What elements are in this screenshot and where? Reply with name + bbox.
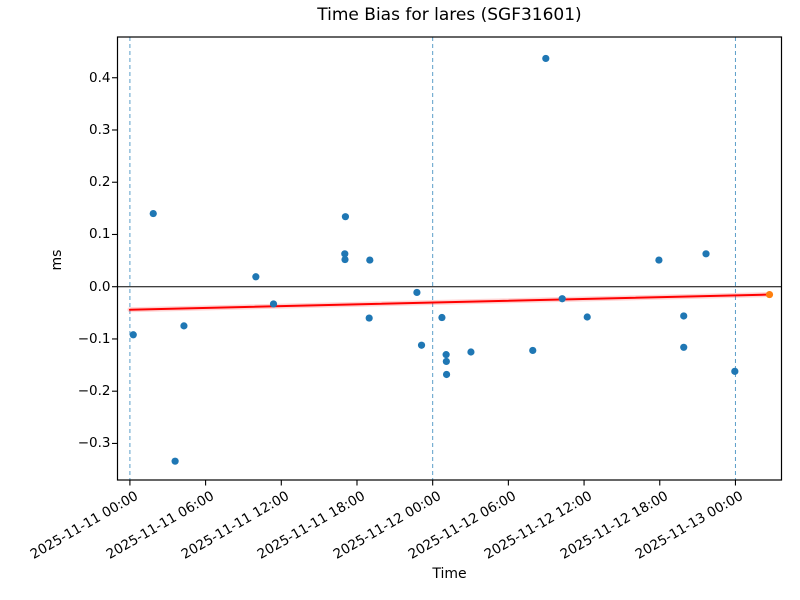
data-point [442,351,450,359]
data-point [413,288,421,297]
data-point [341,255,349,264]
latest-data-point [765,290,774,299]
data-point [558,295,566,303]
y-tick-label: 0.0 [89,278,111,295]
data-point [442,370,451,379]
data-point [149,209,157,218]
data-point [341,250,349,258]
y-tick-label: 0.2 [89,174,111,191]
data-point [269,300,278,308]
trend-line [128,293,771,311]
data-point [442,357,450,366]
y-tick-label: −0.3 [77,435,111,452]
data-point [366,256,374,264]
data-point [171,457,179,465]
data-point [680,312,688,320]
data-point [417,341,426,349]
chart-title: Time Bias for lares (SGF31601) [317,5,582,25]
y-tick-label: −0.2 [77,383,111,400]
data-point [583,313,591,321]
x-axis-label: Time [432,566,467,582]
data-point [129,331,137,339]
data-point [365,314,373,322]
data-point [542,54,550,63]
data-point [731,367,739,375]
data-point [341,213,350,221]
data-point [529,346,537,355]
data-point [438,313,446,322]
y-tick-label: −0.1 [77,330,111,347]
plot-border [116,36,783,481]
y-tick-label: 0.1 [89,226,111,243]
data-point [655,256,663,264]
y-tick-label: 0.4 [89,69,111,86]
data-point [680,343,688,351]
y-tick-label: 0.3 [89,121,111,138]
data-point [467,348,475,356]
data-point [180,322,188,330]
data-point [252,273,260,281]
data-point [702,250,710,258]
